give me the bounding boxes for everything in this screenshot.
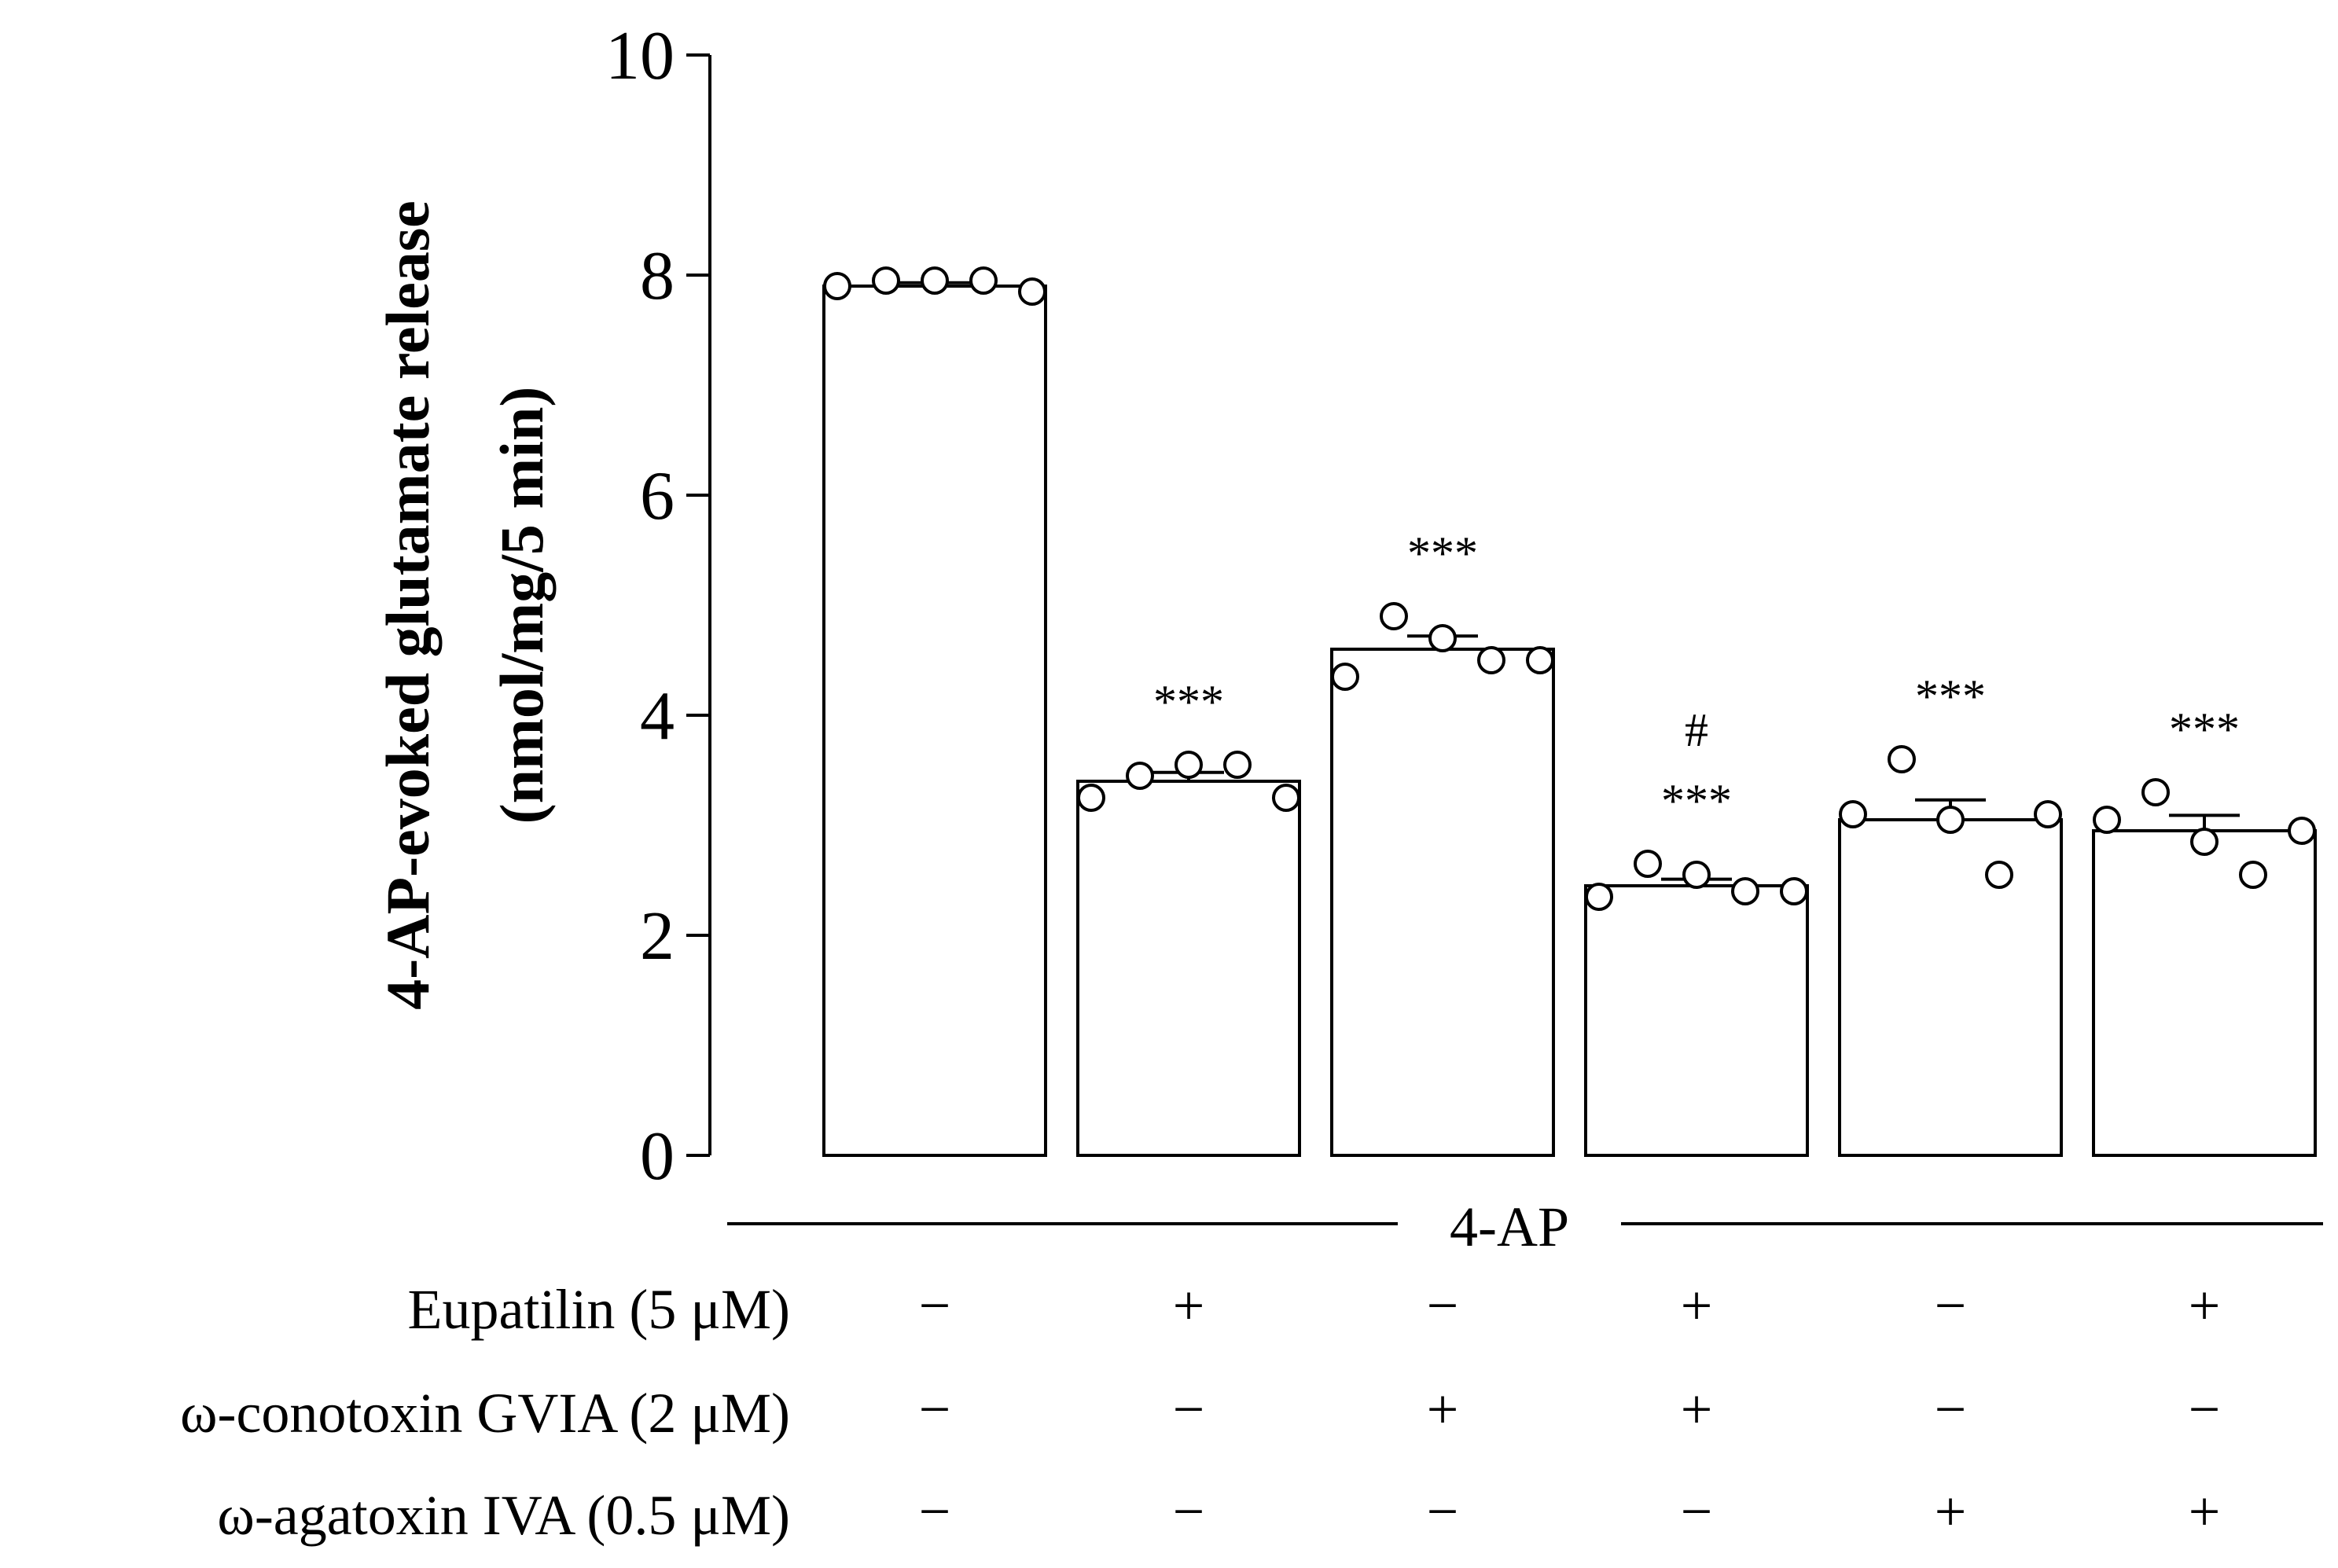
- data-point: [1223, 751, 1252, 779]
- significance-marker: #: [1685, 704, 1708, 756]
- y-axis-title: 4-AP-evoked glutamate release (nmol/mg/5…: [373, 200, 556, 1010]
- y-tick-label: 6: [640, 458, 675, 534]
- data-point: [1272, 784, 1300, 812]
- minus-sign: −: [1173, 1378, 1205, 1441]
- bar: [822, 285, 1047, 1157]
- minus-sign: −: [919, 1378, 951, 1441]
- data-point: [1985, 861, 2013, 889]
- data-point: [2141, 778, 2170, 806]
- bar: [1838, 818, 2063, 1157]
- minus-sign: −: [1681, 1480, 1713, 1543]
- bars: [822, 281, 2317, 1157]
- data-point: [2239, 861, 2267, 889]
- data-point: [1585, 883, 1613, 911]
- data-point: [1077, 784, 1105, 812]
- y-axis-label-line-1: 4-AP-evoked glutamate release: [373, 200, 442, 1010]
- data-point: [1477, 646, 1505, 674]
- y-tick-label: 10: [605, 18, 675, 94]
- data-point: [1839, 800, 1867, 828]
- data-point: [1780, 877, 1808, 905]
- data-point: [1331, 663, 1359, 691]
- data-point: [872, 266, 900, 295]
- minus-sign: −: [919, 1274, 951, 1337]
- minus-sign: −: [1427, 1274, 1459, 1337]
- data-point: [1380, 602, 1408, 630]
- data-point: [1682, 861, 1711, 889]
- data-point: [1018, 277, 1046, 306]
- y-axis: 0 2 4 6 8 10: [605, 18, 711, 1195]
- data-point: [1126, 762, 1154, 790]
- minus-sign: −: [1173, 1480, 1205, 1543]
- plus-sign: +: [2189, 1480, 2221, 1543]
- significance-markers: *** *** *** # *** ***: [1153, 527, 2240, 827]
- bar: [1330, 648, 1555, 1157]
- minus-sign: −: [1935, 1274, 1967, 1337]
- condition-label: Eupatilin (5 μM): [407, 1278, 790, 1341]
- plus-sign: +: [1427, 1378, 1459, 1441]
- plus-sign: +: [1935, 1480, 1967, 1543]
- bar: [1076, 780, 1301, 1157]
- y-tick-label: 8: [640, 238, 675, 314]
- y-axis-label-line-2: (nmol/mg/5 min): [487, 387, 556, 824]
- bar: [2092, 829, 2317, 1157]
- minus-sign: −: [2189, 1378, 2221, 1441]
- data-point: [1526, 646, 1554, 674]
- significance-marker: ***: [2169, 703, 2240, 755]
- condition-table: Eupatilin (5 μM) − + − + − + ω-conotoxin GVIA (…: [180, 1274, 2220, 1547]
- data-point: [2288, 817, 2316, 845]
- plus-sign: +: [1173, 1274, 1205, 1337]
- minus-sign: −: [1427, 1480, 1459, 1543]
- data-point: [1888, 745, 1916, 773]
- significance-marker: ***: [1153, 676, 1224, 728]
- y-tick-label: 0: [640, 1118, 675, 1195]
- group-label: 4-AP: [1450, 1195, 1569, 1258]
- condition-label: ω-agatoxin IVA (0.5 μM): [217, 1484, 790, 1547]
- condition-label: ω-conotoxin GVIA (2 μM): [180, 1382, 790, 1445]
- data-point: [1731, 877, 1759, 905]
- data-point: [2034, 800, 2062, 828]
- significance-marker: ***: [1661, 775, 1732, 827]
- data-point: [921, 266, 949, 295]
- plus-sign: +: [2189, 1274, 2221, 1337]
- data-point: [1428, 624, 1457, 652]
- minus-sign: −: [1935, 1378, 1967, 1441]
- data-point: [2093, 806, 2121, 834]
- data-point: [969, 266, 998, 295]
- data-points: [823, 266, 2316, 911]
- minus-sign: −: [919, 1480, 951, 1543]
- plus-sign: +: [1681, 1378, 1713, 1441]
- significance-marker: ***: [1407, 527, 1478, 579]
- bar: [1584, 884, 1809, 1157]
- significance-marker: ***: [1915, 670, 1986, 722]
- data-point: [823, 272, 851, 300]
- plus-sign: +: [1681, 1274, 1713, 1337]
- data-point: [2190, 828, 2219, 856]
- y-tick-label: 4: [640, 678, 675, 755]
- data-point: [1936, 806, 1965, 834]
- group-bracket: 4-AP: [727, 1195, 2323, 1258]
- data-point: [1634, 850, 1662, 878]
- data-point: [1175, 751, 1203, 779]
- y-tick-label: 2: [640, 898, 675, 975]
